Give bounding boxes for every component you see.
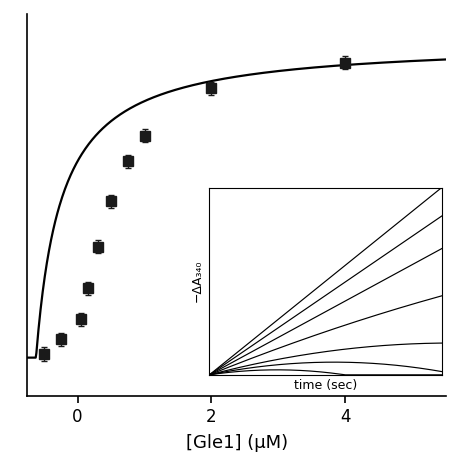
X-axis label: [Gle1] (μM): [Gle1] (μM) xyxy=(186,434,288,452)
